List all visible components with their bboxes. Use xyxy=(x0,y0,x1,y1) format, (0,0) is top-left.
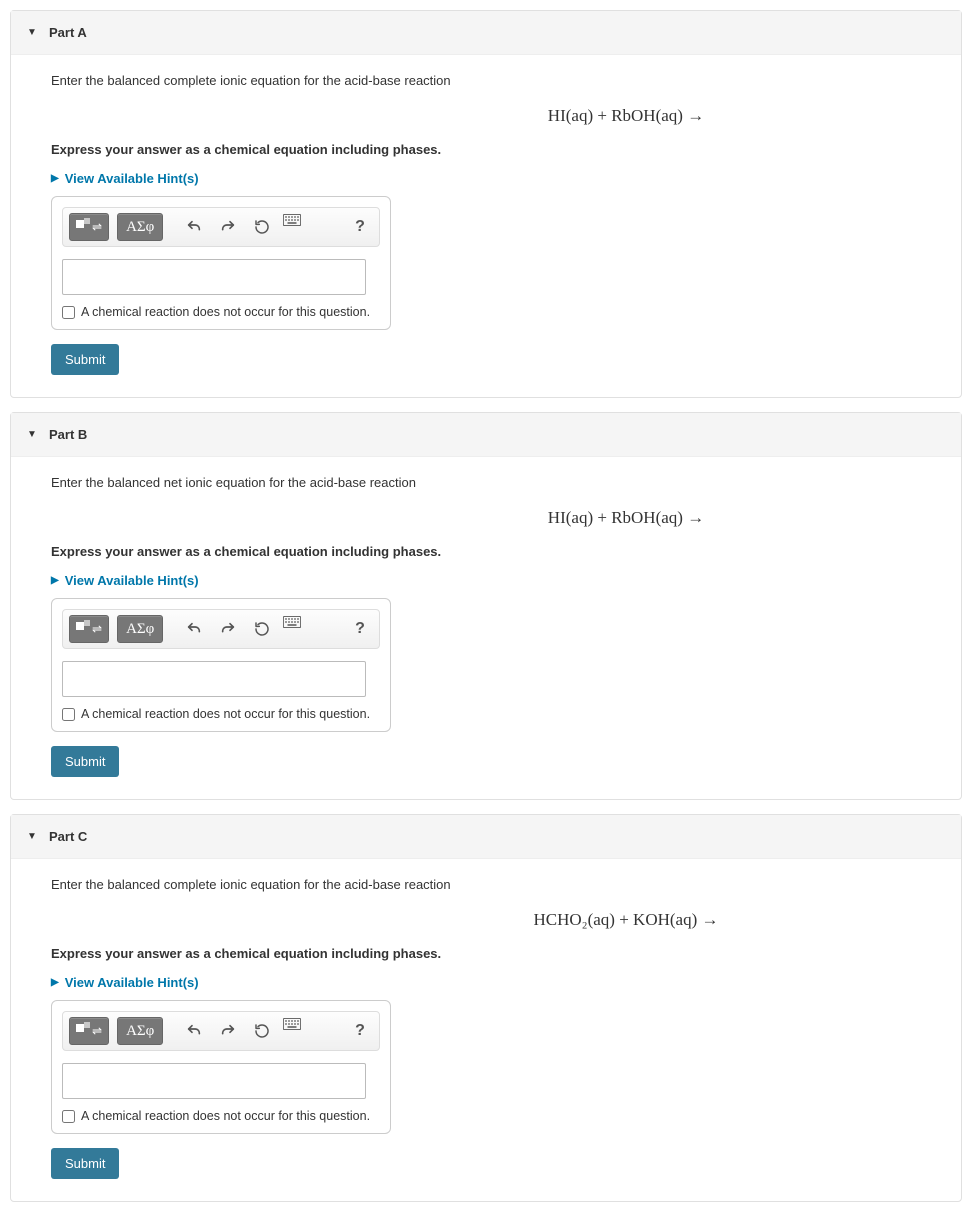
no-reaction-row[interactable]: A chemical reaction does not occur for t… xyxy=(62,1109,380,1123)
equation-display: HI(aq) + RbOH(aq) → xyxy=(51,106,921,126)
instruction-text: Express your answer as a chemical equati… xyxy=(51,946,921,961)
equation-display: HCHO₂(aq) + KOH(aq) → xyxy=(51,910,921,930)
reset-button[interactable] xyxy=(249,1018,275,1044)
undo-button[interactable] xyxy=(181,1018,207,1044)
no-reaction-label: A chemical reaction does not occur for t… xyxy=(81,1109,370,1123)
part-title: Part B xyxy=(49,427,87,442)
part-body: Enter the balanced complete ionic equati… xyxy=(11,55,961,397)
submit-button[interactable]: Submit xyxy=(51,746,119,777)
keyboard-button[interactable] xyxy=(283,616,309,642)
equation-display: HI(aq) + RbOH(aq) → xyxy=(51,508,921,528)
templates-button[interactable]: ⇌ xyxy=(69,213,109,241)
keyboard-button[interactable] xyxy=(283,214,309,240)
redo-button[interactable] xyxy=(215,616,241,642)
templates-button[interactable]: ⇌ xyxy=(69,1017,109,1045)
part-c: ▼ Part C Enter the balanced complete ion… xyxy=(10,814,962,1202)
caret-down-icon: ▼ xyxy=(27,831,37,842)
caret-right-icon: ▶ xyxy=(51,977,59,988)
part-b: ▼ Part B Enter the balanced net ionic eq… xyxy=(10,412,962,800)
answer-box: ⇌ ΑΣφ ? A chemical reaction does not occ… xyxy=(51,1000,391,1134)
equation-toolbar: ⇌ ΑΣφ ? xyxy=(62,1011,380,1051)
hints-label: View Available Hint(s) xyxy=(65,975,199,990)
templates-button[interactable]: ⇌ xyxy=(69,615,109,643)
no-reaction-checkbox[interactable] xyxy=(62,708,75,721)
help-button[interactable]: ? xyxy=(347,1018,373,1044)
help-button[interactable]: ? xyxy=(347,616,373,642)
greek-symbols-button[interactable]: ΑΣφ xyxy=(117,615,163,643)
no-reaction-label: A chemical reaction does not occur for t… xyxy=(81,707,370,721)
equation-toolbar: ⇌ ΑΣφ ? xyxy=(62,207,380,247)
view-hints-link[interactable]: ▶ View Available Hint(s) xyxy=(51,573,921,588)
prompt-text: Enter the balanced complete ionic equati… xyxy=(51,877,921,892)
instruction-text: Express your answer as a chemical equati… xyxy=(51,142,921,157)
part-body: Enter the balanced complete ionic equati… xyxy=(11,859,961,1201)
no-reaction-checkbox[interactable] xyxy=(62,306,75,319)
part-title: Part A xyxy=(49,25,87,40)
redo-button[interactable] xyxy=(215,1018,241,1044)
keyboard-button[interactable] xyxy=(283,1018,309,1044)
prompt-text: Enter the balanced net ionic equation fo… xyxy=(51,475,921,490)
caret-right-icon: ▶ xyxy=(51,575,59,586)
greek-symbols-button[interactable]: ΑΣφ xyxy=(117,213,163,241)
caret-down-icon: ▼ xyxy=(27,429,37,440)
help-button[interactable]: ? xyxy=(347,214,373,240)
prompt-text: Enter the balanced complete ionic equati… xyxy=(51,73,921,88)
no-reaction-checkbox[interactable] xyxy=(62,1110,75,1123)
redo-button[interactable] xyxy=(215,214,241,240)
instruction-text: Express your answer as a chemical equati… xyxy=(51,544,921,559)
part-header[interactable]: ▼ Part A xyxy=(11,11,961,55)
equation-input[interactable] xyxy=(62,661,366,697)
part-header[interactable]: ▼ Part C xyxy=(11,815,961,859)
submit-button[interactable]: Submit xyxy=(51,344,119,375)
answer-box: ⇌ ΑΣφ ? A chemical reaction does not occ… xyxy=(51,598,391,732)
equation-toolbar: ⇌ ΑΣφ ? xyxy=(62,609,380,649)
caret-right-icon: ▶ xyxy=(51,173,59,184)
undo-button[interactable] xyxy=(181,214,207,240)
equation-input[interactable] xyxy=(62,259,366,295)
no-reaction-row[interactable]: A chemical reaction does not occur for t… xyxy=(62,707,380,721)
hints-label: View Available Hint(s) xyxy=(65,573,199,588)
view-hints-link[interactable]: ▶ View Available Hint(s) xyxy=(51,975,921,990)
view-hints-link[interactable]: ▶ View Available Hint(s) xyxy=(51,171,921,186)
equation-input[interactable] xyxy=(62,1063,366,1099)
part-title: Part C xyxy=(49,829,87,844)
reset-button[interactable] xyxy=(249,214,275,240)
part-a: ▼ Part A Enter the balanced complete ion… xyxy=(10,10,962,398)
hints-label: View Available Hint(s) xyxy=(65,171,199,186)
undo-button[interactable] xyxy=(181,616,207,642)
part-header[interactable]: ▼ Part B xyxy=(11,413,961,457)
answer-box: ⇌ ΑΣφ ? A chemical reaction does not occ… xyxy=(51,196,391,330)
no-reaction-label: A chemical reaction does not occur for t… xyxy=(81,305,370,319)
no-reaction-row[interactable]: A chemical reaction does not occur for t… xyxy=(62,305,380,319)
submit-button[interactable]: Submit xyxy=(51,1148,119,1179)
caret-down-icon: ▼ xyxy=(27,27,37,38)
part-body: Enter the balanced net ionic equation fo… xyxy=(11,457,961,799)
greek-symbols-button[interactable]: ΑΣφ xyxy=(117,1017,163,1045)
reset-button[interactable] xyxy=(249,616,275,642)
